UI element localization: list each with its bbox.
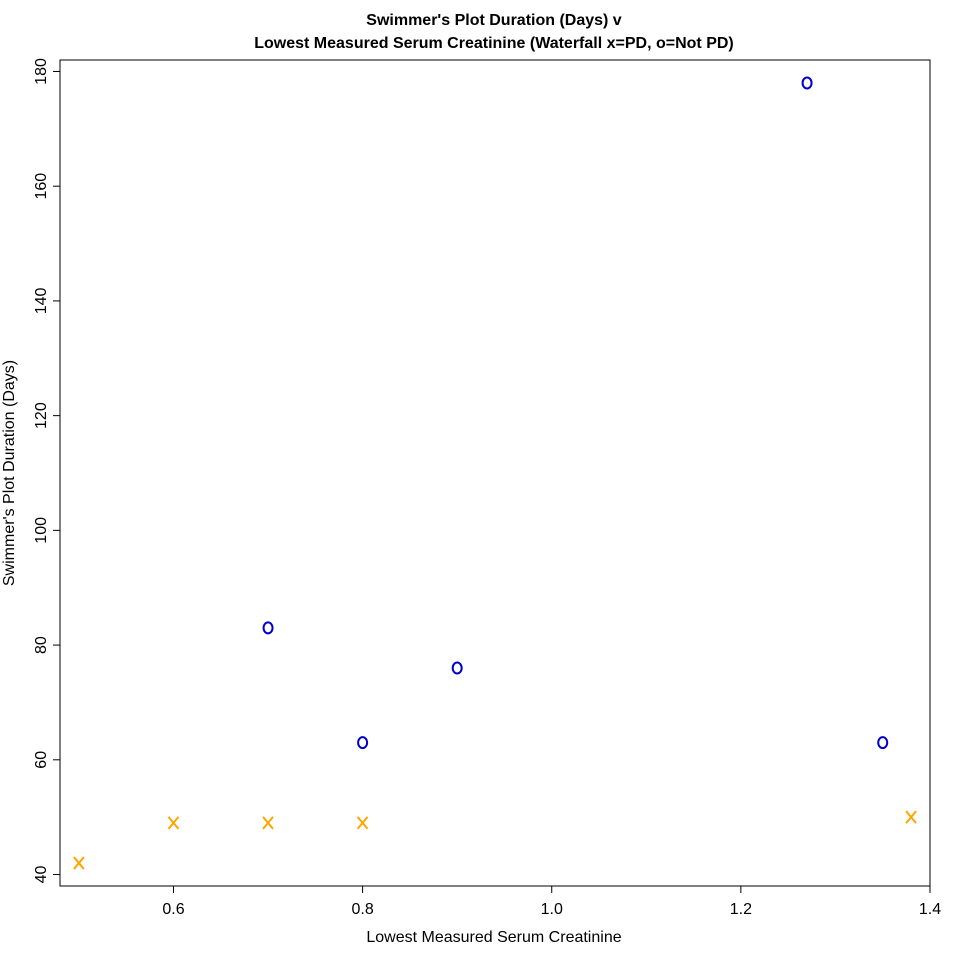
y-axis: 40 60 80 100 120 140 160 180	[33, 58, 61, 884]
pd-x-marker	[905, 810, 917, 824]
y-tick-label: 80	[33, 636, 50, 654]
y-tick-label: 160	[33, 173, 50, 200]
y-tick-label: 140	[33, 287, 50, 314]
y-tick-label: 60	[33, 751, 50, 769]
y-tick-label: 40	[33, 866, 50, 884]
x-axis: 0.6 0.8 1.0 1.2 1.4	[162, 885, 941, 918]
not-pd-o-marker	[877, 736, 889, 750]
x-tick-label: 1.2	[730, 901, 752, 918]
not-pd-o-marker	[801, 76, 813, 90]
pd-x-marker	[167, 816, 180, 830]
pd-x-marker	[356, 816, 369, 830]
y-tick-label: 120	[33, 402, 50, 429]
x-axis-label: Lowest Measured Serum Creatinine	[366, 929, 621, 946]
not-pd-o-marker	[451, 661, 463, 675]
y-tick-label: 180	[33, 58, 50, 85]
data-points	[73, 76, 917, 870]
x-tick-label: 1.0	[541, 901, 563, 918]
pd-x-marker	[262, 816, 274, 830]
x-tick-label: 0.8	[351, 901, 373, 918]
not-pd-o-marker	[262, 621, 274, 635]
not-pd-o-marker	[357, 736, 369, 750]
y-tick-label: 100	[33, 517, 50, 544]
chart-title-line-2: Lowest Measured Serum Creatinine (Waterf…	[254, 35, 734, 52]
pd-x-marker	[73, 856, 85, 870]
x-tick-label: 0.6	[162, 901, 184, 918]
x-tick-label: 1.4	[919, 901, 941, 918]
y-axis-label: Swimmer's Plot Duration (Days)	[1, 360, 18, 586]
chart-title-line-1: Swimmer's Plot Duration (Days) v	[366, 12, 622, 29]
